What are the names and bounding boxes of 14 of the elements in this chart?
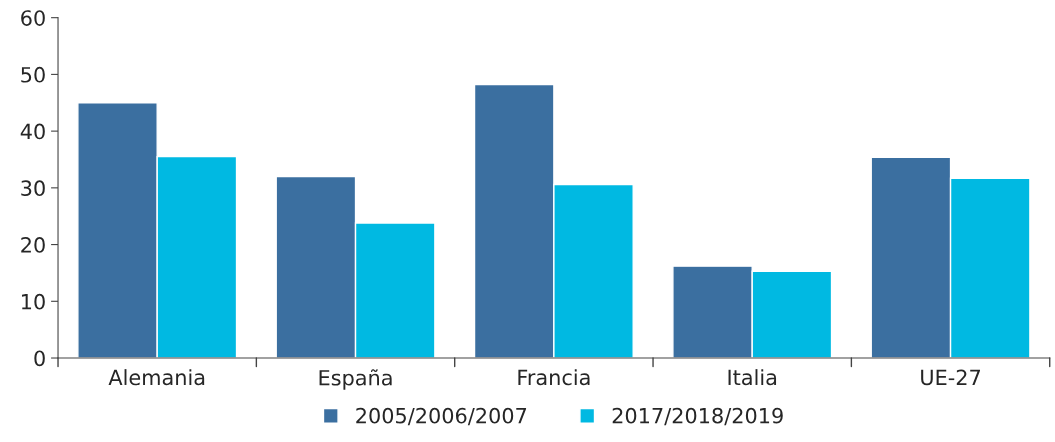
legend-label: 2005/2006/2007 xyxy=(356,407,527,426)
y-tick-label: 60 xyxy=(21,10,45,26)
x-tick-label: UE-27 xyxy=(921,369,980,386)
x-tick-label: España xyxy=(319,369,392,390)
y-tick-label: 30 xyxy=(21,180,45,197)
x-tick-label: Francia xyxy=(518,369,590,386)
x-tick-label: Alemania xyxy=(108,369,205,386)
legend-label: 2017/2018/2019 xyxy=(612,407,783,426)
y-tick-label: 20 xyxy=(21,237,45,253)
x-tick-label: Italia xyxy=(728,369,777,386)
y-tick-label: 10 xyxy=(22,293,45,310)
y-tick-label: 0 xyxy=(34,350,45,367)
y-tick-label: 50 xyxy=(21,66,45,83)
y-tick-label: 40 xyxy=(20,123,45,140)
